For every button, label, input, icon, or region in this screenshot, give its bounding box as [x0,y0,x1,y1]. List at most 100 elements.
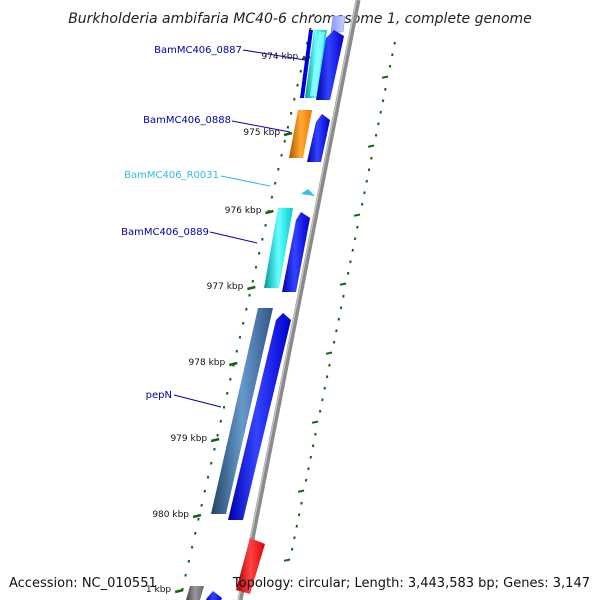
kbp-tick-label: 978 kbp [189,358,226,368]
outer-track-dot [379,110,382,114]
outer-track-dot [295,524,299,528]
outer-track-dot [311,420,319,424]
inner-track-dot [190,545,194,549]
gene-label-0889[interactable]: BamMC406_0889 [121,227,209,238]
outer-track-dot [297,513,301,517]
outer-track-dot [337,317,341,321]
outer-track-dot [384,87,387,91]
map-title: Burkholderia ambifaria MC40-6 chromosome… [68,11,532,27]
inner-track-dot [184,573,187,577]
outer-track-dot [353,213,361,217]
kbp-scale: 974 kbp 975 kbp 976 kbp 977 kbp 978 kbp 979 k… [134,52,311,595]
leader-0888 [231,120,291,133]
outer-track-dot [339,306,343,310]
inner-track-dot [245,307,248,311]
outer-track-dot [360,202,364,206]
inner-track-dot [296,83,299,87]
outer-track-dot [328,363,331,367]
inner-track-dot [280,153,283,157]
gene-0889-cyan[interactable] [264,208,293,288]
gene-label-pepn[interactable]: pepN [146,390,172,401]
kbp-tick-label: 980 kbp [152,510,189,520]
outer-track-dot [393,41,396,45]
inner-track-dot [238,335,242,339]
gene-label-0888[interactable]: BamMC406_0888 [143,115,231,126]
gene-blue-bottom[interactable] [206,591,222,600]
inner-track-dot [299,69,302,73]
outer-track-dot [335,329,338,333]
inner-track-dot [241,321,245,325]
inner-track-dot [264,223,267,227]
accession-text: Accession: NC_010551 [9,576,157,591]
footer-left-bg [6,572,146,592]
outer-track-dot [307,467,310,471]
leader-0889 [209,231,258,244]
outer-track-dot [309,455,313,459]
outer-track-dot [283,558,291,562]
gene-pepn-blue-arrow[interactable] [228,313,291,520]
outer-track-dot [381,99,385,103]
outer-track-dot [342,294,345,298]
outer-track-dot [370,156,373,160]
outer-track-dot [381,75,389,79]
kbp-tick-mark [192,513,202,519]
gene-pale-top[interactable] [330,15,346,33]
inner-track-dot [277,167,280,171]
kbp-tick-label: 981 kbp [134,585,171,595]
kbp-tick-mark [174,588,184,594]
gene-0887-blue-left[interactable] [300,30,313,98]
outer-track-dot [388,64,392,68]
inner-track-dot [312,13,315,17]
inner-track-dot [289,111,293,115]
gene-0887-blue-arrow[interactable] [316,30,344,100]
gene-label-r0031[interactable]: BamMC406_R0031 [124,170,219,181]
genome-backbone [237,0,361,600]
outer-dotted-track [283,41,396,562]
inner-track-dot [203,489,207,493]
leader-r0031 [220,175,271,187]
inner-track-dot [235,349,239,353]
gene-labels: BamMC406_0887 BamMC406_0888 BamMC406_R00… [121,45,306,408]
outer-track-dot [339,282,347,286]
outer-track-dot [321,398,324,402]
outer-track-dot [367,168,371,172]
outer-track-dot [323,386,327,390]
outer-track-dot [332,340,336,344]
genome-backbone-highlight [237,0,358,600]
inner-track-dot [257,251,261,255]
inner-track-dot [229,377,232,381]
outer-track-dot [356,225,359,229]
outer-track-dot [351,248,355,252]
gene-0888-blue-arrow[interactable] [307,114,330,162]
outer-track-dot [325,351,333,355]
outer-track-dot [290,547,294,551]
outer-track-dot [318,409,322,413]
gene-0889-blue-arrow[interactable] [282,212,310,292]
gene-grey-bottom[interactable] [186,586,204,600]
gene-0888-orange[interactable] [289,110,312,158]
outer-track-dot [367,144,375,148]
gene-pepn-steel[interactable] [211,308,273,514]
gene-0887-lightcyan[interactable] [310,32,325,96]
kbp-tick-mark [210,437,220,443]
outer-track-dot [314,432,317,436]
inner-track-dot [286,125,290,129]
inner-track-dot [283,139,287,143]
footer-right-bg [258,572,594,592]
outer-track-dot [300,501,303,505]
inner-track-dot [219,419,223,423]
outer-track-dot [304,478,308,482]
kbp-tick-mark [228,361,238,367]
trna-r0031[interactable] [301,189,315,196]
outer-track-dot [353,237,357,241]
kbp-tick-mark [283,131,293,137]
inner-track-dot [251,279,255,283]
inner-track-dot [293,97,296,101]
gene-red[interactable] [236,538,265,594]
leader-0887 [242,49,306,61]
gene-label-0887[interactable]: BamMC406_0887 [154,45,242,56]
inner-track-dot [216,433,219,437]
inner-track-dot [209,461,213,465]
inner-track-dot [187,559,191,563]
